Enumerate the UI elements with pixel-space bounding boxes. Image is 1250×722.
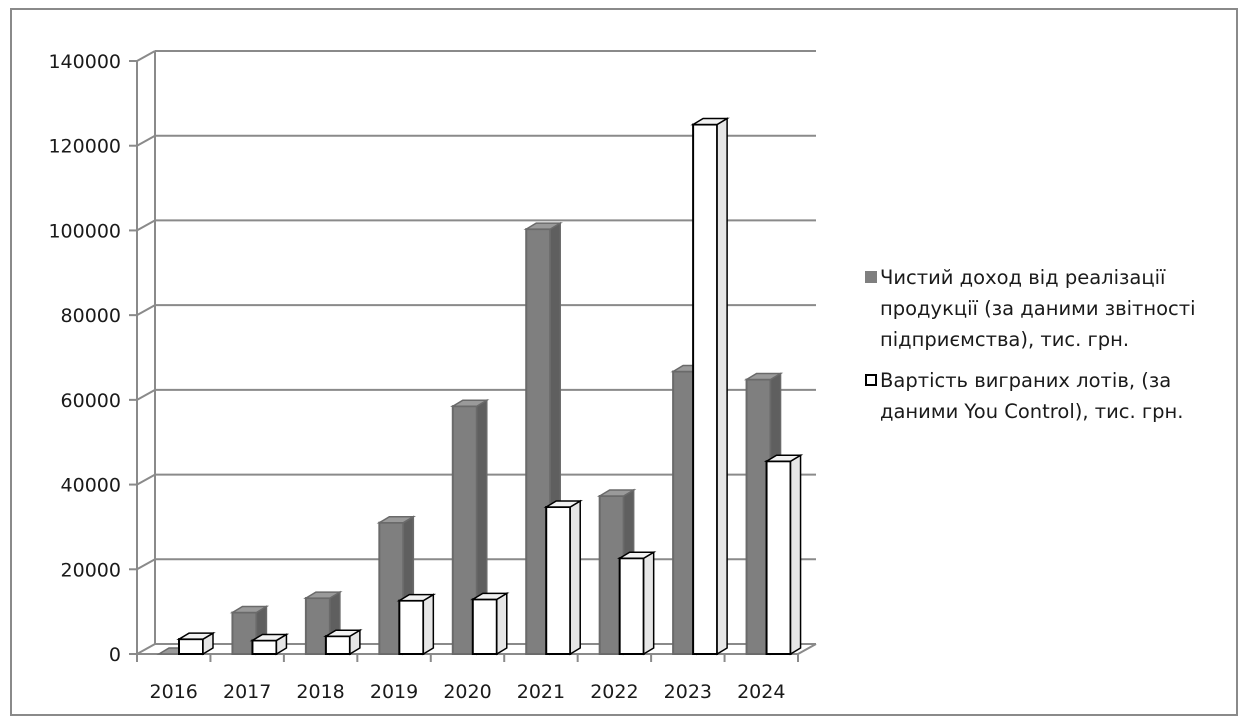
y-tick-label: 0 (109, 644, 121, 666)
y-tick-label: 80000 (61, 305, 121, 327)
bar-won-lots-top (616, 551, 657, 560)
bar-net-income-top (376, 515, 417, 524)
bar-won-lots-top (176, 632, 216, 640)
x-tick-label: 2022 (590, 681, 638, 703)
bar-won-lots-top (763, 454, 804, 463)
bar-net-income-top (450, 399, 490, 407)
bar-net-income-top (596, 489, 637, 497)
legend-swatch-net-income (865, 271, 877, 283)
bar-won-lots-top (323, 629, 363, 637)
gridline-side (136, 50, 156, 62)
gridline-side (136, 134, 156, 147)
bar-won-lots-side (496, 592, 508, 656)
bar-won-lots-side (642, 550, 655, 656)
x-tick-label: 2019 (370, 681, 418, 703)
bar-won-lots (471, 598, 498, 656)
bar-won-lots-side (716, 117, 728, 656)
gridline-side (136, 388, 156, 401)
legend-item-net-income: Чистий доход від реалізації продукції (з… (862, 262, 1242, 355)
bar-net-income-top (229, 605, 270, 614)
bar-won-lots (324, 635, 351, 656)
floor-side (797, 643, 817, 655)
y-tick-label: 140000 (48, 51, 121, 73)
bar-won-lots (398, 599, 425, 656)
legend: Чистий доход від реалізації продукції (з… (862, 262, 1242, 437)
gridline-side (136, 219, 156, 232)
bar-won-lots (692, 123, 719, 656)
x-tick-label: 2021 (517, 681, 565, 703)
bar-won-lots-top (470, 592, 510, 601)
y-tick-label: 40000 (61, 475, 121, 497)
y-tick-label: 60000 (61, 390, 121, 412)
gridline-side (136, 558, 156, 571)
bar-won-lots (251, 639, 278, 656)
x-tick-label: 2016 (150, 681, 198, 703)
gridline-side (136, 643, 156, 655)
bar-won-lots-top (690, 117, 730, 126)
x-tick-label: 2023 (664, 681, 712, 703)
bar-won-lots (618, 557, 645, 655)
bar-won-lots-top (543, 500, 583, 508)
legend-swatch-won-lots (865, 374, 877, 386)
bar-net-income-top (743, 372, 784, 381)
x-tick-label: 2020 (443, 681, 491, 703)
legend-item-won-lots: Вартість виграних лотів, (за даними You … (862, 365, 1242, 427)
bar-net-income-top (303, 591, 343, 599)
bar-won-lots-side (569, 499, 581, 656)
x-tick-label: 2017 (223, 681, 271, 703)
legend-label-net-income: Чистий доход від реалізації продукції (з… (880, 266, 1196, 351)
bar-net-income-top (523, 222, 563, 230)
y-tick-label: 20000 (61, 559, 121, 581)
y-tick-label: 100000 (48, 220, 121, 242)
bar-won-lots-side (422, 593, 435, 656)
bar-won-lots (765, 460, 792, 655)
bar-won-lots-top (249, 633, 290, 642)
bar-won-lots-top (396, 593, 437, 602)
bar-won-lots (178, 638, 204, 655)
bar-won-lots (545, 506, 572, 655)
gridline-side (136, 304, 156, 317)
y-tick-label: 120000 (48, 136, 121, 158)
legend-label-won-lots: Вартість виграних лотів, (за даними You … (880, 369, 1184, 423)
x-tick-label: 2024 (737, 681, 785, 703)
bar-won-lots-side (789, 453, 802, 656)
x-tick-label: 2018 (296, 681, 344, 703)
gridline-side (136, 473, 156, 486)
